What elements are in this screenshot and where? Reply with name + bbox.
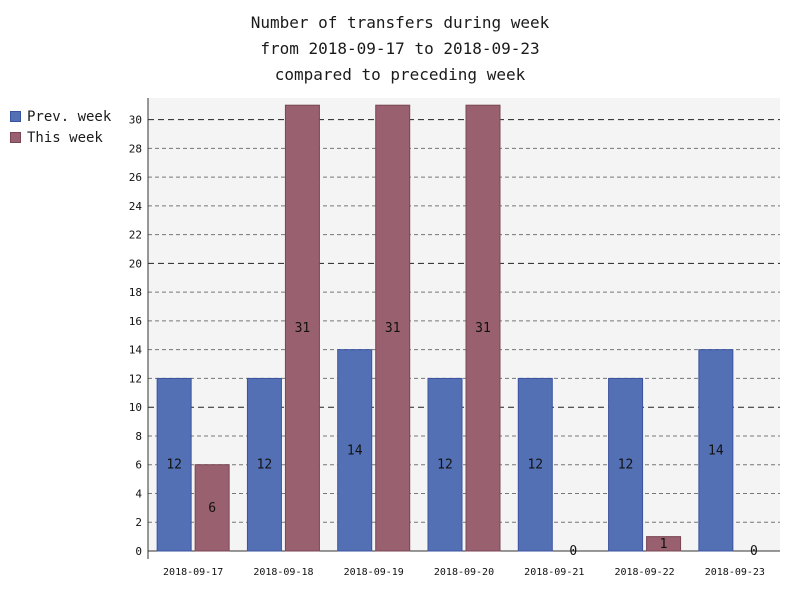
y-tick-label: 12: [129, 372, 142, 385]
legend-label-prev-week: Prev. week: [27, 108, 112, 125]
y-tick-label: 22: [129, 229, 142, 242]
bar-value-label: 12: [527, 458, 543, 473]
legend-label-this-week: This week: [27, 129, 103, 146]
bar-value-label: 0: [569, 544, 577, 559]
y-tick-label: 0: [135, 545, 142, 558]
legend-swatch-prev-week: [10, 111, 21, 122]
chart-title-line-1: Number of transfers during week: [250, 13, 550, 32]
bar-this-week: [194, 464, 230, 552]
y-tick-label: 2: [135, 516, 142, 529]
y-tick-label: 16: [129, 315, 142, 328]
bar-prev-week: [608, 377, 644, 552]
x-tick-label: 2018-09-17: [163, 567, 223, 578]
bar-this-week: [375, 104, 411, 552]
bar-this-week: [465, 104, 501, 552]
legend-swatch-this-week: [10, 132, 21, 143]
bar-value-label: 12: [166, 458, 182, 473]
bar-prev-week: [698, 349, 734, 552]
bar-this-week: [284, 104, 320, 552]
bar-value-label: 14: [347, 443, 363, 458]
y-tick-label: 30: [129, 114, 142, 127]
y-tick-label: 28: [129, 142, 142, 155]
bar-value-label: 12: [437, 458, 453, 473]
chart-title-line-3: compared to preceding week: [274, 65, 526, 84]
legend: Prev. week This week: [10, 106, 111, 148]
y-tick-label: 24: [129, 200, 143, 213]
bar-value-label: 14: [708, 443, 724, 458]
y-tick-label: 4: [135, 487, 142, 500]
x-tick-label: 2018-09-20: [434, 567, 494, 578]
bar-prev-week: [517, 377, 553, 552]
x-tick-label: 2018-09-22: [614, 567, 674, 578]
bar-value-label: 6: [208, 501, 216, 516]
legend-item-prev-week: Prev. week: [10, 106, 111, 127]
y-tick-label: 20: [129, 257, 142, 270]
bar-value-label: 12: [257, 458, 273, 473]
bar-prev-week: [337, 349, 373, 552]
bar-value-label: 31: [385, 321, 401, 336]
y-tick-label: 10: [129, 401, 142, 414]
y-tick-label: 6: [135, 459, 142, 472]
x-tick-label: 2018-09-18: [253, 567, 313, 578]
x-tick-label: 2018-09-23: [705, 567, 765, 578]
y-tick-label: 18: [129, 286, 142, 299]
y-tick-label: 26: [129, 171, 142, 184]
x-tick-label: 2018-09-19: [344, 567, 404, 578]
y-tick-label: 14: [129, 344, 143, 357]
bar-value-label: 0: [750, 544, 758, 559]
bar-value-label: 12: [618, 458, 634, 473]
bar-prev-week: [427, 377, 463, 552]
bar-value-label: 31: [295, 321, 311, 336]
chart-title-line-2: from 2018-09-17 to 2018-09-23: [260, 39, 540, 58]
y-tick-label: 8: [135, 430, 142, 443]
bar-value-label: 31: [475, 321, 491, 336]
x-tick-label: 2018-09-21: [524, 567, 584, 578]
bar-this-week: [646, 536, 682, 552]
bar-value-label: 1: [660, 537, 668, 552]
plot-area: [148, 98, 780, 551]
bar-prev-week: [246, 377, 282, 552]
chart-title: Number of transfers during week from 201…: [0, 10, 800, 88]
bar-prev-week: [156, 377, 192, 552]
legend-item-this-week: This week: [10, 127, 111, 148]
